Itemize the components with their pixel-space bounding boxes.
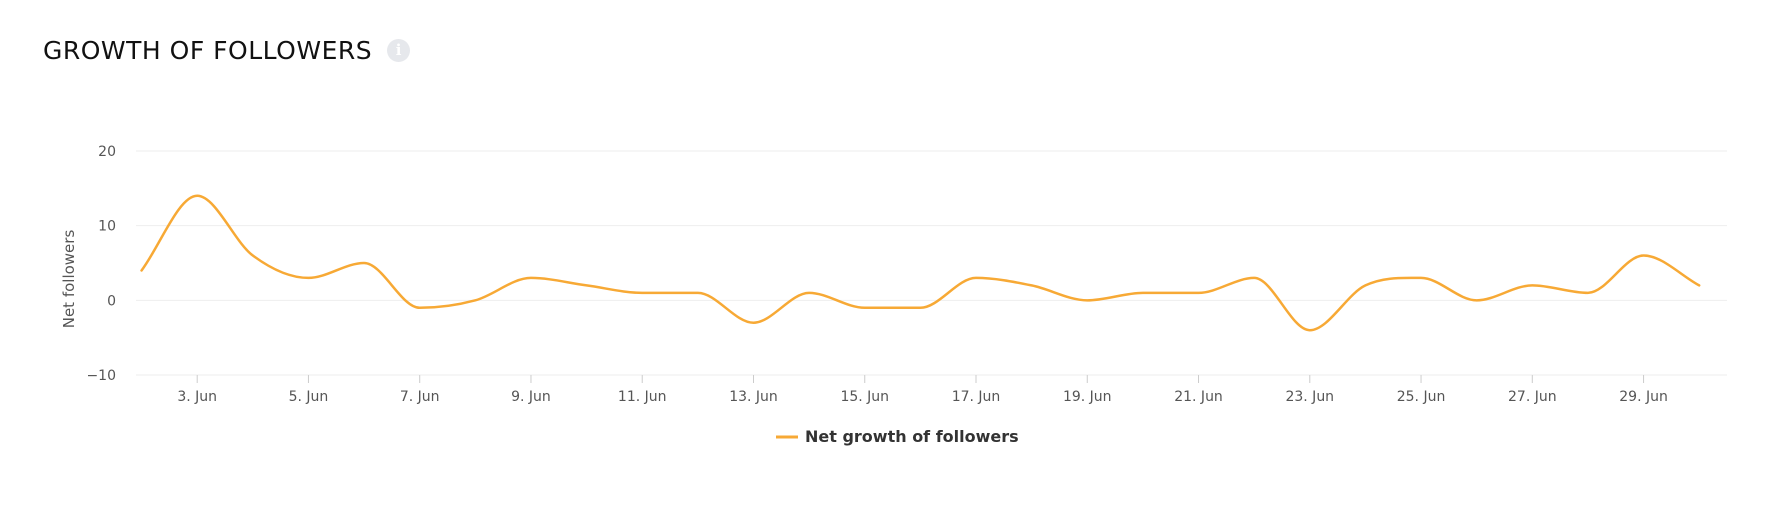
data-point[interactable] [472, 297, 478, 303]
x-tick-label: 27. Jun [1508, 389, 1557, 405]
y-tick-label: 0 [107, 293, 116, 309]
data-point[interactable] [1140, 290, 1146, 296]
y-tick-label: −10 [86, 368, 116, 384]
x-tick-label: 13. Jun [729, 389, 778, 405]
data-point[interactable] [1084, 297, 1090, 303]
x-tick-label: 25. Jun [1397, 389, 1446, 405]
data-point[interactable] [528, 275, 534, 281]
data-point[interactable] [862, 305, 868, 311]
data-point[interactable] [250, 253, 256, 259]
x-axis: 3. Jun 5. Jun 7. Jun 9. Jun 11. Jun 13. Jun 15… [177, 375, 1668, 405]
chart-header: GROWTH OF FOLLOWERS i [43, 36, 411, 65]
data-point[interactable] [1529, 282, 1535, 288]
data-point[interactable] [194, 193, 200, 199]
data-point[interactable] [1474, 297, 1480, 303]
data-point[interactable] [1641, 253, 1647, 259]
data-point[interactable] [917, 305, 923, 311]
x-tick-label: 7. Jun [400, 389, 440, 405]
x-tick-label: 15. Jun [840, 389, 889, 405]
data-point[interactable] [1696, 282, 1702, 288]
series-layer [139, 193, 1702, 333]
data-point[interactable] [305, 275, 311, 281]
x-tick-label: 21. Jun [1174, 389, 1223, 405]
data-point[interactable] [1362, 282, 1368, 288]
chart-title: GROWTH OF FOLLOWERS [43, 36, 373, 65]
data-point[interactable] [1029, 282, 1035, 288]
data-point[interactable] [973, 275, 979, 281]
series-line[interactable] [140, 194, 1701, 332]
y-axis: 20 10 0 −10 [86, 144, 116, 384]
data-point[interactable] [417, 305, 423, 311]
x-tick-label: 5. Jun [289, 389, 329, 405]
y-tick-label: 10 [98, 219, 116, 235]
data-point[interactable] [1251, 275, 1257, 281]
y-tick-label: 20 [98, 144, 116, 160]
data-point[interactable] [806, 290, 812, 296]
x-tick-label: 11. Jun [618, 389, 667, 405]
x-tick-label: 29. Jun [1619, 389, 1668, 405]
data-point[interactable] [139, 267, 145, 273]
data-point[interactable] [1418, 275, 1424, 281]
data-point[interactable] [750, 320, 756, 326]
y-axis-title: Net followers [60, 230, 78, 329]
data-point[interactable] [695, 290, 701, 296]
x-tick-label: 23. Jun [1285, 389, 1334, 405]
x-tick-label: 3. Jun [177, 389, 217, 405]
info-icon[interactable]: i [387, 39, 411, 62]
data-point[interactable] [584, 282, 590, 288]
data-point[interactable] [1307, 327, 1313, 333]
data-point[interactable] [1196, 290, 1202, 296]
legend-label: Net growth of followers [805, 427, 1019, 446]
x-tick-label: 9. Jun [511, 389, 551, 405]
x-tick-label: 19. Jun [1063, 389, 1112, 405]
legend[interactable]: Net growth of followers [776, 427, 1019, 446]
grid-lines [136, 150, 1727, 376]
data-point[interactable] [1585, 290, 1591, 296]
data-point[interactable] [361, 260, 367, 266]
data-point[interactable] [639, 290, 645, 296]
x-tick-label: 17. Jun [952, 389, 1001, 405]
